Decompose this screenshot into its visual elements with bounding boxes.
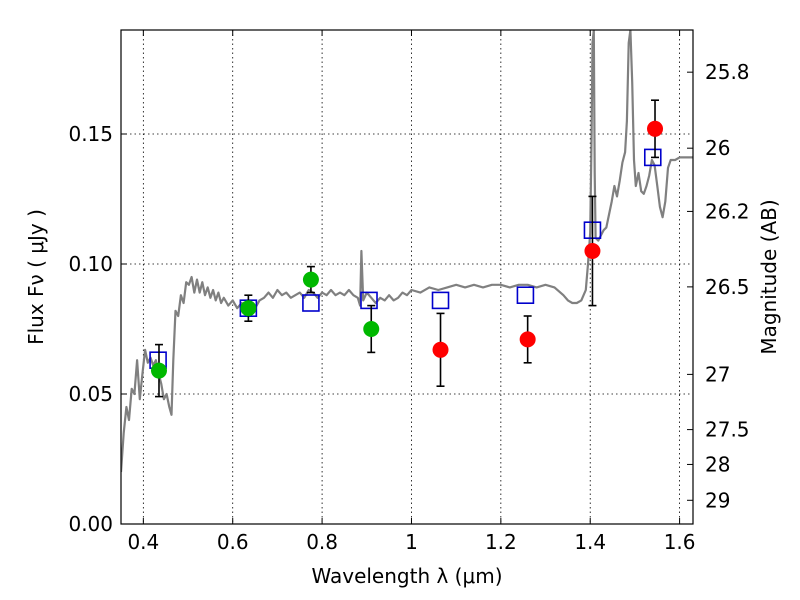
y-tick-label: 0.15	[68, 122, 113, 146]
observed-point	[302, 271, 319, 288]
x-tick-label: 1.2	[485, 530, 517, 554]
x-axis-label: Wavelength λ (μm)	[311, 564, 502, 588]
grid	[121, 30, 693, 525]
y2-tick-label: 26.2	[705, 199, 750, 223]
x-tick-label: 1.6	[664, 530, 696, 554]
model-photometry-point	[431, 291, 450, 310]
x-tick-label: 0.6	[217, 530, 249, 554]
observed-point	[584, 243, 601, 259]
observed-point	[432, 341, 449, 358]
model-photometry-point	[516, 286, 535, 305]
plot-frame	[120, 29, 694, 525]
plot-area	[121, 30, 693, 473]
x-tick-label: 0.8	[306, 530, 338, 554]
observed-point	[363, 321, 380, 337]
y2-tick-label: 26	[705, 136, 730, 160]
y-tick-label: 0.05	[68, 382, 113, 406]
model-sed-line	[121, 30, 693, 473]
y-tick-label: 0.00	[68, 512, 113, 536]
observed-point	[519, 331, 536, 348]
ticks: 0.4 0.6 0.8 1 1.2 1.4 1.6 0.00 0.05 0.10 0.15 25.8 2…	[68, 30, 750, 554]
y2-axis-label: Magnitude (AB)	[757, 199, 781, 354]
y-tick-label: 0.10	[68, 252, 113, 276]
x-tick-label: 0.4	[127, 530, 159, 554]
observed-point	[150, 362, 167, 379]
model-photometry-point	[360, 291, 378, 310]
model-photometry-point	[302, 294, 320, 312]
model-photometry-point	[643, 148, 662, 167]
observed-point	[647, 120, 664, 137]
x-tick-label: 1.4	[574, 530, 606, 554]
y2-tick-label: 29	[705, 488, 730, 512]
y2-tick-label: 27	[705, 362, 730, 386]
y2-tick-label: 27.5	[705, 418, 750, 442]
observed-point	[240, 300, 257, 317]
y-axis-label: Flux Fν ( μJy )	[24, 209, 48, 345]
y2-tick-label: 28	[705, 452, 730, 476]
y2-tick-label: 26.5	[705, 275, 750, 299]
x-tick-label: 1	[405, 530, 418, 554]
y2-tick-label: 25.8	[705, 60, 750, 84]
